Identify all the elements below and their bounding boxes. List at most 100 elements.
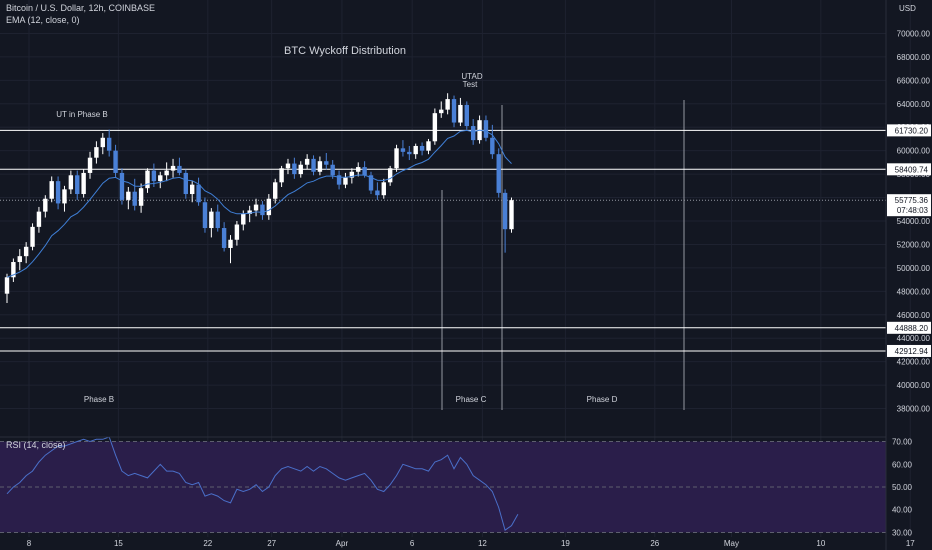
candle-body — [336, 175, 342, 185]
level-tag-bg — [887, 321, 931, 334]
candle-body — [298, 164, 303, 175]
rsi-guide-lines — [0, 441, 886, 533]
rsi-tick-label: 60.00 — [892, 460, 913, 469]
candle-body — [368, 175, 374, 191]
level-tag-text: 42912.94 — [895, 347, 929, 356]
level-tag-text: 44888.20 — [895, 324, 929, 333]
time-axis[interactable]: 8 15 22 27 Apr 6 12 19 26 May 10 17 — [27, 539, 915, 548]
candle-body — [266, 198, 272, 216]
candle-body — [164, 170, 169, 176]
price-tick-label: 42000.00 — [897, 358, 931, 367]
candle-body — [189, 184, 195, 195]
candle-body — [62, 189, 67, 204]
candle-body — [419, 145, 425, 151]
price-tick-label: 70000.00 — [897, 29, 931, 38]
candle-body — [502, 192, 508, 230]
currency-label[interactable]: USD — [899, 4, 916, 13]
candle-body — [496, 154, 501, 193]
price-tick-label: 64000.00 — [897, 100, 931, 109]
price-tick-label: 54000.00 — [897, 217, 931, 226]
time-tick-label: May — [724, 539, 739, 548]
candle-body — [43, 198, 48, 212]
candle-body — [177, 165, 182, 173]
phase-c-label: Phase C — [456, 395, 487, 404]
candle-body — [113, 150, 118, 173]
candle-body — [209, 211, 214, 229]
candle-body — [241, 213, 246, 225]
candle-body — [356, 167, 361, 172]
price-tick-label: 52000.00 — [897, 240, 931, 249]
candle-body — [292, 163, 297, 175]
candle-body — [273, 182, 278, 199]
price-tick-label: 46000.00 — [897, 311, 931, 320]
candle-body — [445, 99, 450, 110]
candle-body — [106, 137, 112, 151]
annotation-utad: UTAD — [461, 72, 482, 81]
candle-body — [343, 177, 348, 185]
rsi-legend[interactable]: RSI (14, close) — [6, 440, 66, 450]
candle-body — [330, 164, 335, 176]
time-tick-label: 26 — [650, 539, 659, 548]
candle-body — [260, 204, 265, 216]
time-tick-label: 27 — [267, 539, 276, 548]
candle-body — [81, 172, 86, 195]
price-tick-label: 40000.00 — [897, 381, 931, 390]
time-tick-label: 17 — [906, 539, 915, 548]
candle-body — [183, 172, 189, 195]
candle-body — [432, 113, 438, 142]
level-tag-bg — [887, 163, 931, 176]
ema-legend[interactable]: EMA (12, close, 0) — [6, 15, 80, 25]
candle-body — [100, 137, 105, 148]
candle-body — [470, 126, 476, 141]
time-tick-label: 10 — [816, 539, 825, 548]
candle-body — [451, 99, 457, 123]
rsi-tick-label: 30.00 — [892, 528, 913, 537]
candle-body — [279, 168, 284, 183]
candle-body — [158, 175, 163, 182]
price-tick-label: 60000.00 — [897, 147, 931, 156]
level-tag-text: 58409.74 — [895, 165, 929, 174]
candle-body — [304, 158, 310, 165]
candle-body — [394, 148, 399, 169]
candle-body — [285, 163, 291, 169]
rsi-axis: 30.00 40.00 50.00 60.00 70.00 — [892, 438, 913, 538]
candle-body — [11, 262, 16, 278]
last-price-tag-bg — [887, 194, 931, 217]
candle-body — [228, 239, 233, 248]
candle-body — [317, 161, 323, 172]
rsi-tick-label: 50.00 — [892, 483, 913, 492]
symbol-legend[interactable]: Bitcoin / U.S. Dollar, 12h, COINBASE — [6, 3, 156, 13]
rsi-tick-label: 70.00 — [892, 438, 913, 447]
time-tick-label: Apr — [336, 539, 349, 548]
time-tick-label: 22 — [203, 539, 212, 548]
candle-body — [247, 210, 252, 214]
candle-body — [381, 182, 386, 196]
level-tag-text: 61730.20 — [895, 126, 929, 135]
candle-body — [407, 151, 412, 155]
candle-body — [483, 120, 489, 138]
candle-body — [126, 191, 131, 200]
candle-body — [234, 224, 240, 240]
candle-body — [4, 277, 10, 294]
phase-divider-lines — [441, 100, 685, 410]
time-tick-label: 12 — [478, 539, 487, 548]
candle-body — [464, 104, 469, 127]
candle-body — [400, 148, 406, 152]
candle-body — [362, 167, 367, 176]
price-tick-label: 48000.00 — [897, 287, 931, 296]
time-tick-label: 6 — [410, 539, 415, 548]
candle-body — [145, 170, 150, 189]
candle-body — [132, 191, 137, 206]
candle-body — [349, 171, 355, 178]
annotation-test: Test — [463, 80, 478, 89]
rsi-tick-label: 40.00 — [892, 506, 913, 515]
candle-body — [439, 109, 444, 114]
price-tick-label: 50000.00 — [897, 264, 931, 273]
time-tick-label: 8 — [27, 539, 32, 548]
candle-body — [75, 175, 80, 195]
level-price-tags: 61730.20 58409.74 44888.20 42912.94 55775.36… — [887, 124, 931, 357]
candle-body — [509, 200, 514, 230]
candle-body — [94, 147, 99, 158]
last-price-tag-text: 55775.36 — [895, 196, 929, 205]
